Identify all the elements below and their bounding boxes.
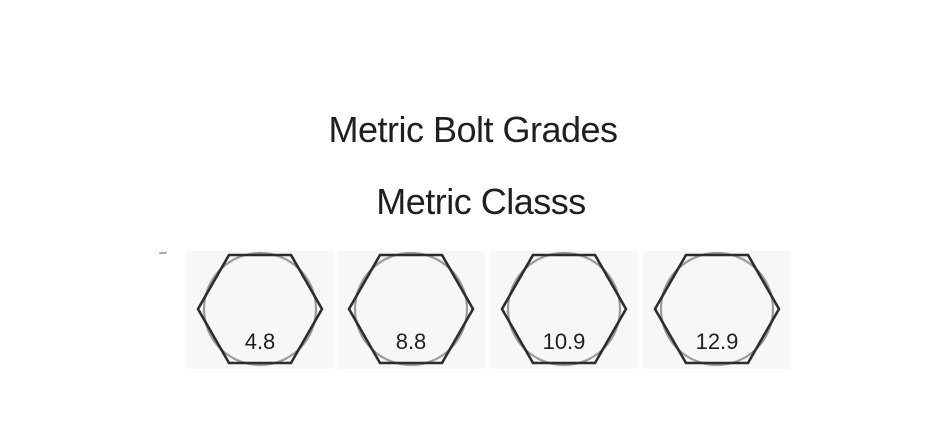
bolt-grade-label: 4.8 [244, 329, 276, 354]
bolt-tile-grade-4-8: 4.8 [186, 251, 334, 369]
hexagon-outline [347, 253, 475, 365]
bolt-head-diagram [653, 251, 781, 367]
bolt-tile-grade-8-8: 8.8 [337, 251, 485, 369]
hexagon-outline [500, 253, 628, 365]
bolt-head-diagram [196, 251, 324, 367]
bolt-tile-grade-12-9: 12.9 [643, 251, 791, 369]
washer-circle [202, 251, 318, 367]
bolt-tile-grade-10-9: 10.9 [490, 251, 638, 369]
page-title: Metric Bolt Grades [328, 109, 618, 150]
washer-circle [353, 251, 469, 367]
hexagon-outline [653, 253, 781, 365]
stray-mark [158, 251, 168, 255]
bolt-head-diagram [347, 251, 475, 367]
page-subtitle: Metric Classs [376, 181, 586, 222]
hexagon-outline [196, 253, 324, 365]
bolt-grade-label: 8.8 [395, 329, 427, 354]
washer-circle [506, 251, 622, 367]
bolt-head-diagram [500, 251, 628, 367]
bolt-grade-label: 12.9 [695, 329, 739, 354]
washer-circle [659, 251, 775, 367]
bolt-grade-label: 10.9 [542, 329, 586, 354]
